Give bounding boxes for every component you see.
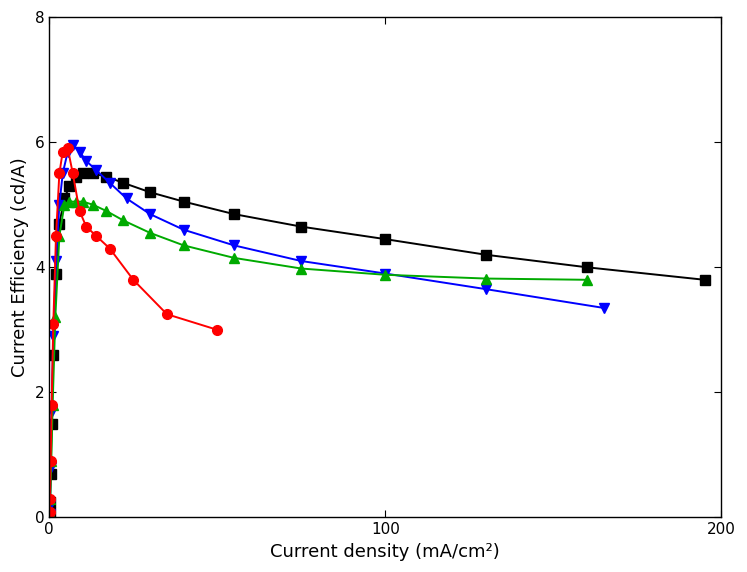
X-axis label: Current density (mA/cm²): Current density (mA/cm²) (270, 543, 500, 561)
Y-axis label: Current Efficiency (cd/A): Current Efficiency (cd/A) (11, 157, 29, 377)
